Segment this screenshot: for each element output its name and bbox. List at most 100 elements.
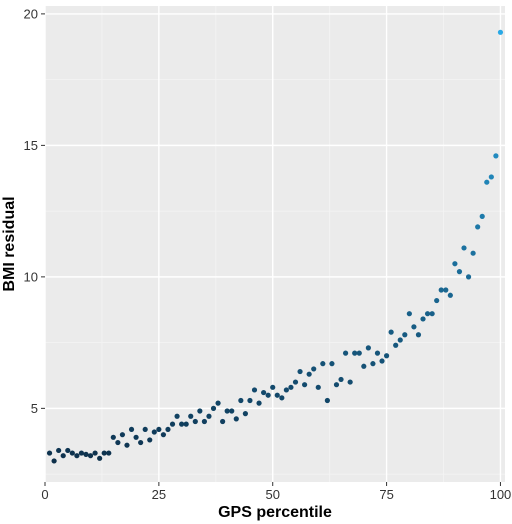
data-point (256, 400, 262, 406)
grid-lines (44, 6, 505, 482)
axes: 0 25 50 75 100 5 10 15 20 (24, 6, 512, 502)
data-point (265, 392, 271, 398)
data-point (201, 418, 208, 425)
data-point (220, 418, 226, 425)
data-point (160, 432, 167, 438)
data-point (51, 458, 57, 464)
data-point (497, 29, 504, 35)
data-point (124, 442, 130, 448)
y-tick-label: 15 (24, 138, 38, 153)
y-tick-label: 20 (24, 6, 38, 21)
data-point (165, 426, 171, 433)
data-point (424, 311, 431, 317)
data-point (283, 387, 289, 393)
data-point (251, 387, 258, 393)
data-point (311, 366, 317, 372)
data-point (292, 379, 299, 385)
data-point (484, 179, 490, 185)
data-point (138, 439, 144, 446)
data-point (65, 447, 71, 454)
data-point (475, 224, 481, 230)
data-point (461, 245, 467, 251)
data-point (87, 453, 94, 459)
data-point (229, 408, 235, 414)
data-point (370, 361, 376, 367)
data-point (465, 274, 472, 280)
data-point (60, 453, 66, 459)
data-point (156, 426, 162, 433)
data-point (224, 408, 230, 414)
data-point (233, 416, 239, 422)
data-point (92, 450, 98, 456)
data-point (69, 450, 75, 456)
data-point (429, 311, 435, 317)
data-point (147, 437, 153, 443)
data-point (179, 421, 185, 427)
x-axis-title: GPS percentile (218, 504, 332, 521)
data-point (415, 332, 422, 338)
data-point (356, 350, 362, 356)
y-tick-label: 10 (24, 269, 38, 284)
data-point (101, 450, 107, 456)
data-point (393, 342, 399, 348)
data-point (274, 392, 280, 398)
x-tick-label: 50 (265, 487, 279, 502)
x-tick-label: 0 (41, 487, 48, 502)
data-point (470, 250, 476, 256)
x-tick-label: 25 (152, 487, 166, 502)
data-point (261, 389, 267, 396)
data-point (324, 397, 330, 404)
data-point (352, 350, 358, 356)
data-point (192, 418, 198, 425)
data-point (411, 324, 417, 330)
plot-panel (45, 6, 505, 482)
data-point (74, 453, 80, 459)
data-point (320, 361, 326, 367)
data-point (115, 439, 121, 446)
data-point (374, 350, 381, 356)
data-point (247, 397, 253, 404)
data-point (197, 408, 203, 414)
data-point (434, 297, 440, 304)
data-point (106, 450, 112, 456)
data-point (46, 450, 53, 456)
data-point (438, 287, 444, 293)
data-point (206, 413, 212, 419)
data-point (188, 413, 194, 419)
data-point (119, 432, 126, 438)
data-point (315, 384, 321, 390)
data-point (97, 455, 103, 461)
y-axis-title: BMI residual (1, 196, 18, 291)
data-point (383, 353, 390, 359)
data-point (56, 447, 62, 454)
data-point (279, 395, 285, 401)
data-point (443, 287, 449, 293)
data-point (493, 153, 499, 159)
data-point (420, 316, 426, 322)
data-point (456, 269, 463, 275)
data-point (388, 329, 394, 335)
data-point (297, 368, 303, 375)
data-point (210, 405, 217, 411)
data-point (361, 363, 367, 369)
data-point (174, 413, 180, 419)
data-point (110, 434, 116, 440)
data-point (169, 421, 176, 427)
data-point (338, 376, 344, 383)
y-tick-label: 5 (31, 401, 38, 416)
data-point (288, 384, 294, 390)
data-point (342, 350, 349, 356)
data-point (133, 434, 139, 440)
data-point (78, 450, 85, 456)
data-point (447, 292, 453, 298)
data-point (479, 213, 485, 219)
data-point (329, 361, 335, 367)
data-point (488, 174, 494, 180)
data-point (347, 379, 353, 385)
data-point (452, 261, 458, 267)
data-point (333, 382, 340, 388)
data-point (215, 400, 221, 406)
data-point (406, 311, 412, 317)
